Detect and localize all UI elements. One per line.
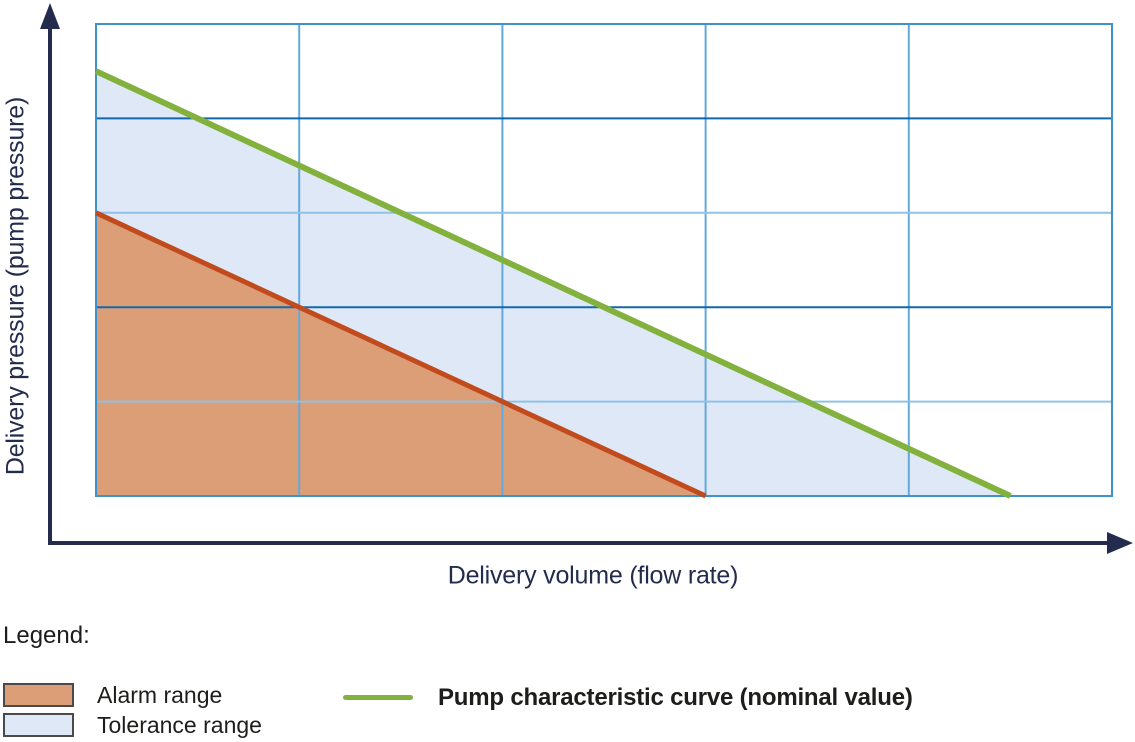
- alarm-range-label: Alarm range: [97, 682, 223, 708]
- tolerance-range-swatch: [3, 713, 74, 737]
- x-axis-label: Delivery volume (flow rate): [447, 561, 739, 590]
- tolerance-range-label: Tolerance range: [97, 712, 262, 738]
- alarm-range-swatch: [3, 683, 74, 707]
- legend-title: Legend:: [3, 622, 90, 649]
- nominal-curve-swatch: [343, 695, 413, 700]
- y-axis-label: Delivery pressure (pump pressure): [1, 96, 30, 476]
- nominal-curve-label: Pump characteristic curve (nominal value…: [438, 684, 913, 711]
